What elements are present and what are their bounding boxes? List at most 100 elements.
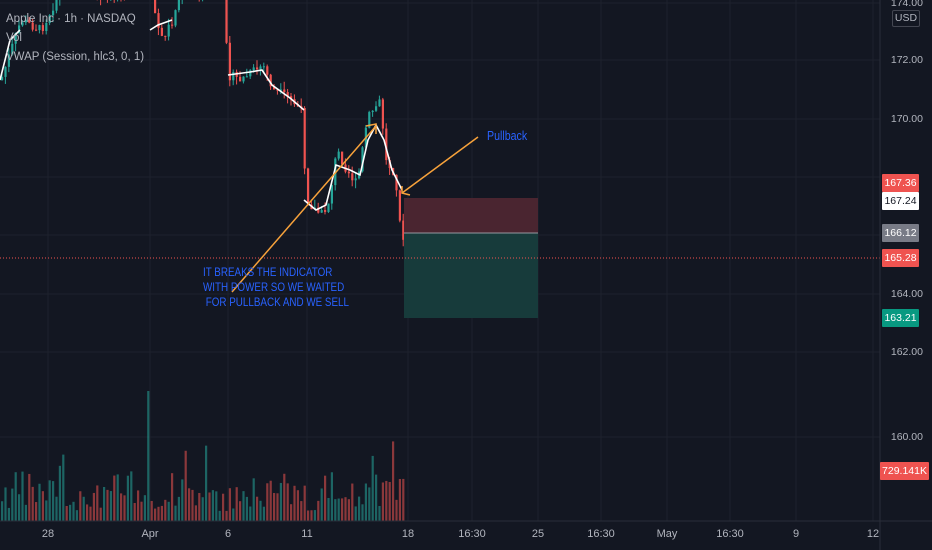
volume-bar <box>4 487 7 521</box>
candle-body <box>245 76 248 78</box>
volume-indicator-label[interactable]: Vol <box>6 32 22 44</box>
candle-body <box>351 173 354 181</box>
volume-bar <box>259 500 262 521</box>
volume-bar <box>55 496 58 521</box>
time-axis-label: 6 <box>224 528 232 540</box>
candle-body <box>242 76 245 82</box>
volume-bar <box>330 472 333 521</box>
volume-bar <box>262 506 265 521</box>
chart-legend: Apple Inc · 1h · NASDAQ Vol VWAP (Sessio… <box>6 10 144 67</box>
volume-bar <box>354 506 357 521</box>
candle-body <box>232 71 235 81</box>
volume-bar <box>398 479 401 521</box>
volume-bar <box>157 506 160 521</box>
volume-bar <box>82 496 85 521</box>
arrow-breakout[interactable] <box>231 123 377 293</box>
vwap-line <box>0 19 403 211</box>
volume-bar <box>205 445 208 521</box>
candle-body <box>52 10 55 16</box>
price-axis-label: 160.00 <box>890 431 923 443</box>
candle-body <box>269 74 272 87</box>
candle-body <box>28 19 31 23</box>
volume-bar <box>143 495 146 521</box>
candle-body <box>354 178 357 181</box>
candle-body <box>160 27 163 36</box>
candle-body <box>228 42 231 81</box>
time-axis-label: 28 <box>41 528 55 540</box>
volume-bar <box>279 482 282 521</box>
price-axis-label: 174.00 <box>890 0 923 9</box>
volume-bar <box>290 504 293 521</box>
volume-bar <box>361 504 364 521</box>
volume-bar <box>14 472 17 521</box>
volume-bar <box>99 507 102 521</box>
candle-body <box>256 67 259 70</box>
volume-bar <box>31 486 34 521</box>
volume-bar <box>358 496 361 521</box>
volume-bar <box>252 478 255 521</box>
candle-body <box>41 25 44 31</box>
volume-bar <box>273 492 276 521</box>
analysis-text-note[interactable]: IT BREAKS THE INDICATOR WITH POWER SO WE… <box>203 265 350 309</box>
candle-body <box>171 24 174 26</box>
currency-unit-button[interactable]: USD <box>892 10 920 27</box>
volume-bar <box>164 499 167 521</box>
candle-body <box>347 171 350 174</box>
candle-body <box>361 147 364 172</box>
symbol-title[interactable]: Apple Inc · 1h · NASDAQ <box>6 13 136 25</box>
volume-bar <box>109 491 112 521</box>
take-profit-price-tag: 163.21 <box>882 309 919 327</box>
volume-bar <box>86 504 89 521</box>
arrow-pullback[interactable] <box>401 136 479 196</box>
pullback-label[interactable]: Pullback <box>487 129 528 143</box>
candle-body <box>330 185 333 204</box>
volume-bar <box>347 499 350 521</box>
short-position-tool[interactable] <box>404 198 538 318</box>
volume-bar <box>184 450 187 521</box>
volume-bar <box>307 510 310 521</box>
volume-bar <box>211 490 214 521</box>
candle-body <box>157 13 160 28</box>
volume-bar <box>324 475 327 521</box>
candle-body <box>167 24 170 37</box>
volume-bar <box>7 507 10 521</box>
time-axis-label: 16:30 <box>458 528 486 540</box>
volume-bar <box>41 491 44 521</box>
volume-bar <box>58 465 61 521</box>
volume-bar <box>249 506 252 521</box>
volume-bar <box>269 480 272 521</box>
candle-body <box>7 54 10 67</box>
volume-bar <box>35 502 38 521</box>
volume-bar <box>208 492 211 521</box>
time-axis-label: 12 <box>866 528 880 540</box>
volume-bar <box>239 501 242 521</box>
volume-bar <box>147 391 150 521</box>
volume-bar <box>154 508 157 521</box>
candle-body <box>337 151 340 159</box>
last-price-tag: 165.28 <box>882 249 919 267</box>
volume-bar <box>167 501 170 521</box>
volume-bar <box>371 455 374 521</box>
vwap-indicator-label[interactable]: VWAP (Session, hlc3, 0, 1) <box>6 51 145 63</box>
volume-bar <box>113 475 116 521</box>
candle-body <box>398 190 401 221</box>
candle-body <box>402 220 405 240</box>
volume-bar <box>52 481 55 521</box>
candle-body <box>48 15 51 23</box>
candle-body <box>276 89 279 91</box>
volume-bar <box>130 471 133 521</box>
candle-body <box>327 203 330 212</box>
volume-bar <box>133 502 136 521</box>
time-axis-label: May <box>656 528 678 540</box>
volume-bar <box>337 498 340 521</box>
take-profit-zone[interactable] <box>404 233 538 318</box>
volume-bar <box>395 499 398 521</box>
candle-body <box>375 106 378 111</box>
volume-bar <box>24 504 27 521</box>
candle-body <box>341 151 344 165</box>
volume-bar <box>385 480 388 521</box>
stop-loss-zone[interactable] <box>404 198 538 233</box>
volume-bar <box>140 501 143 521</box>
volume-value-tag: 729.141K <box>880 462 929 480</box>
